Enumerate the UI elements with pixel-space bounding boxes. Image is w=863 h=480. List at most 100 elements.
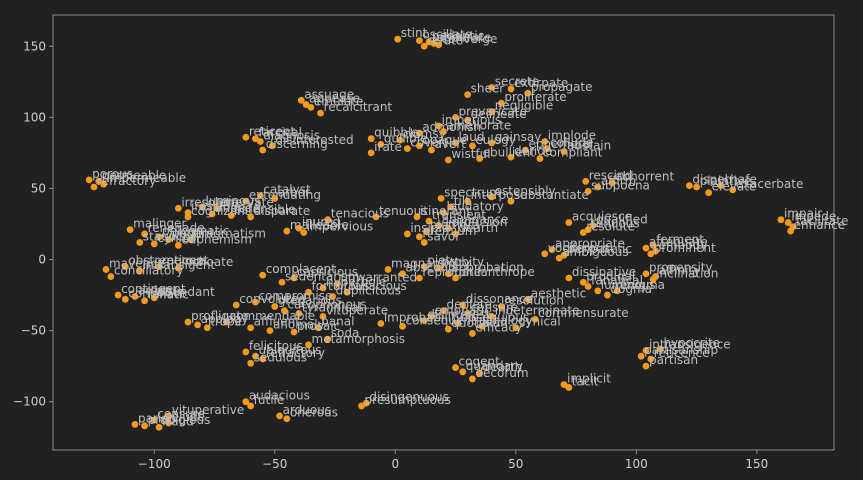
point-label: gainsay bbox=[495, 130, 542, 144]
point-label: tenacious bbox=[331, 207, 389, 221]
data-point bbox=[343, 288, 351, 296]
point-label: compromise bbox=[258, 289, 332, 303]
data-point bbox=[150, 416, 158, 424]
point-label: imperious bbox=[442, 113, 502, 127]
data-points bbox=[85, 35, 797, 431]
data-point bbox=[358, 402, 365, 410]
point-label: disinterested bbox=[275, 133, 353, 147]
point-label: peripatetic bbox=[567, 242, 632, 256]
point-label: irresolute bbox=[181, 195, 238, 209]
point-label: impede bbox=[215, 201, 260, 215]
point-label: cynical bbox=[157, 231, 199, 245]
data-point bbox=[300, 229, 308, 236]
data-point bbox=[447, 203, 455, 211]
point-label: cogent bbox=[459, 355, 501, 369]
point-label: compliant bbox=[543, 146, 603, 160]
data-point bbox=[464, 116, 472, 124]
data-point bbox=[271, 194, 279, 202]
data-point bbox=[184, 318, 192, 326]
data-point bbox=[428, 146, 435, 154]
data-point bbox=[165, 412, 173, 420]
data-point bbox=[283, 415, 291, 423]
data-point bbox=[165, 236, 173, 244]
data-point bbox=[488, 139, 496, 147]
data-point bbox=[415, 274, 423, 282]
data-point bbox=[266, 327, 274, 334]
point-label: elude bbox=[172, 410, 205, 424]
point-label: impermeable bbox=[107, 171, 187, 185]
data-point bbox=[131, 293, 139, 300]
data-point bbox=[693, 183, 701, 191]
data-point bbox=[290, 274, 298, 282]
point-label: discerning bbox=[266, 137, 328, 151]
data-point bbox=[613, 287, 621, 295]
point-label: refractory bbox=[266, 346, 325, 360]
point-label: elevate bbox=[712, 180, 757, 194]
point-label: assuage bbox=[304, 87, 354, 101]
point-label: reticence bbox=[654, 346, 710, 360]
point-label: partisan bbox=[649, 353, 698, 367]
data-point bbox=[507, 153, 515, 161]
point-label: delineate bbox=[471, 107, 527, 121]
data-point bbox=[642, 244, 650, 252]
point-label: arbor bbox=[278, 185, 310, 199]
point-label: felicitous bbox=[249, 339, 303, 353]
data-point bbox=[141, 297, 148, 305]
data-point bbox=[194, 321, 202, 329]
data-point bbox=[649, 276, 657, 283]
point-label: sheer bbox=[471, 82, 505, 96]
point-label: refractory bbox=[97, 174, 156, 188]
point-label: recalcitrant bbox=[324, 100, 393, 114]
data-point bbox=[394, 35, 402, 43]
data-point bbox=[319, 284, 327, 292]
data-point bbox=[208, 210, 216, 218]
point-label: arduous bbox=[283, 403, 332, 417]
data-point bbox=[579, 278, 587, 286]
point-label: aesthetic bbox=[531, 286, 586, 300]
point-label: abundant bbox=[157, 285, 215, 299]
point-label: unwarranted bbox=[340, 271, 417, 285]
point-label: converge bbox=[442, 32, 498, 46]
point-label: extenuating bbox=[249, 188, 321, 202]
data-point bbox=[126, 226, 134, 234]
data-point bbox=[541, 250, 549, 258]
data-point bbox=[440, 307, 447, 315]
data-point bbox=[247, 213, 255, 221]
point-label: interpose bbox=[471, 188, 528, 202]
data-point bbox=[647, 355, 655, 363]
data-point bbox=[252, 352, 259, 360]
point-label: gullible bbox=[384, 131, 428, 145]
point-label: plethora bbox=[430, 218, 480, 232]
point-label: porous bbox=[92, 167, 133, 181]
point-label: conciliate bbox=[128, 286, 186, 300]
point-label: dogma bbox=[610, 282, 652, 296]
data-point bbox=[213, 204, 221, 212]
point-label: tyrannical bbox=[302, 301, 362, 315]
data-point bbox=[107, 273, 115, 280]
point-label: ubiquitous bbox=[258, 343, 321, 357]
point-label: cognizant bbox=[191, 204, 250, 218]
data-point bbox=[642, 270, 650, 278]
point-label: implicit bbox=[567, 372, 611, 386]
point-label: fanatical bbox=[591, 274, 643, 288]
data-point bbox=[420, 263, 428, 271]
point-label: luminous bbox=[205, 194, 260, 208]
point-label: audacious bbox=[249, 389, 310, 403]
data-point bbox=[579, 229, 587, 236]
data-point bbox=[165, 419, 173, 427]
data-point bbox=[281, 307, 288, 315]
data-point bbox=[415, 142, 423, 150]
data-point bbox=[247, 324, 255, 332]
data-point bbox=[415, 233, 423, 241]
data-point bbox=[464, 91, 472, 99]
point-label: abundance bbox=[442, 212, 509, 226]
point-label: extirpate bbox=[514, 76, 568, 90]
point-label: affinity bbox=[659, 264, 701, 278]
data-point bbox=[452, 139, 459, 147]
data-point bbox=[121, 263, 129, 271]
data-point bbox=[259, 271, 267, 279]
data-point bbox=[420, 239, 428, 246]
data-point bbox=[174, 241, 182, 249]
data-point bbox=[787, 227, 795, 235]
data-point bbox=[685, 182, 693, 189]
